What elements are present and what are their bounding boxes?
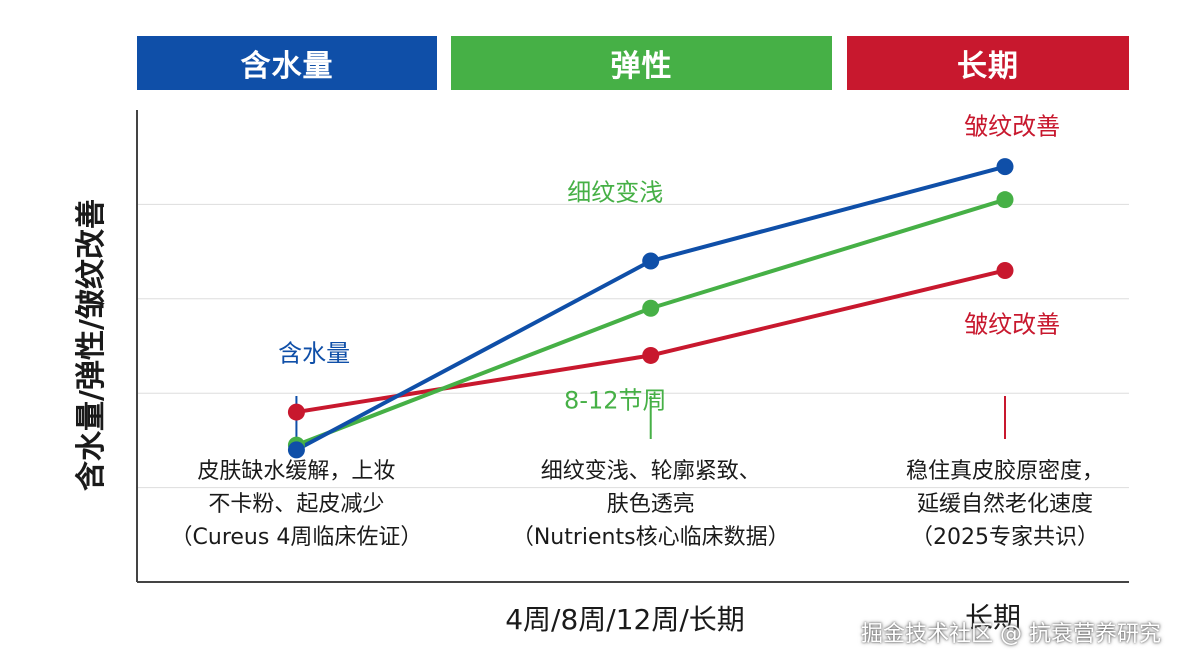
header-elasticity: 弹性 xyxy=(451,36,832,90)
description-week8-12: 细纹变浅、轮廓紧致、 肤色透亮 （Nutrients核心临床数据） xyxy=(512,455,790,554)
description-week4: 皮肤缺水缓解，上妆 不卡粉、起皮减少 （Cureus 4周临床佐证） xyxy=(171,455,423,554)
data-point-red-1 xyxy=(287,403,305,421)
data-point-red-3 xyxy=(996,261,1014,279)
description-longterm-line3: （2025专家共识） xyxy=(910,525,1099,550)
annotation-fine-lines: 细纹变浅 xyxy=(567,178,664,207)
axes xyxy=(136,110,1129,583)
data-point-green-3 xyxy=(996,191,1014,209)
y-axis-label: 含水量/弹性/皱纹改善 xyxy=(74,199,109,491)
description-longterm-line2: 延缓自然老化速度 xyxy=(916,492,1094,517)
x-axis-right-label: 长期 xyxy=(964,601,1022,634)
description-week4-line1: 皮肤缺水缓解，上妆 xyxy=(197,459,396,484)
description-week4-line3: （Cureus 4周临床佐证） xyxy=(170,525,423,550)
annotation-hydration: 含水量 xyxy=(278,339,351,368)
description-week8-12-line2: 肤色透亮 xyxy=(606,492,695,517)
data-point-blue-2 xyxy=(642,252,660,270)
description-longterm: 稳住真皮胶原密度， 延缓自然老化速度 （2025专家共识） xyxy=(906,455,1104,554)
header-longterm: 长期 xyxy=(847,36,1129,90)
grid-lines xyxy=(137,203,1129,489)
annotation-wrinkle-bottom: 皱纹改善 xyxy=(964,310,1061,339)
header-hydration: 含水量 xyxy=(137,36,437,90)
data-point-green-2 xyxy=(642,299,660,317)
annotation-8-12-weeks: 8-12节周 xyxy=(564,386,667,415)
series-points xyxy=(287,158,1014,459)
description-week4-line2: 不卡粉、起皮减少 xyxy=(208,492,385,517)
x-axis-label: 4周/8周/12周/长期 xyxy=(505,603,745,636)
data-point-blue-3 xyxy=(996,158,1014,176)
description-longterm-line1: 稳住真皮胶原密度， xyxy=(905,459,1105,484)
description-week8-12-line3: （Nutrients核心临床数据） xyxy=(511,525,790,550)
description-week8-12-line1: 细纹变浅、轮廓紧致、 xyxy=(540,459,761,484)
data-point-red-2 xyxy=(642,346,660,364)
watermark: 掘金技术社区 @ 抗衰营养研究 xyxy=(861,622,1161,647)
data-point-blue-1 xyxy=(287,441,305,459)
annotation-wrinkle-top: 皱纹改善 xyxy=(964,112,1061,141)
